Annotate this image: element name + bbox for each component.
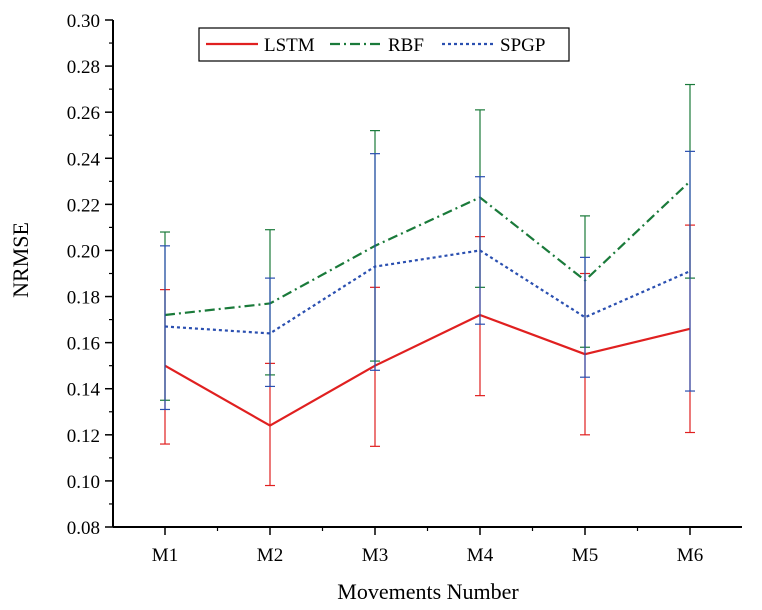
series-line [164,180,691,317]
x-tick-label: M3 [362,545,388,566]
y-axis-title: NRMSE [8,222,33,298]
x-axis-title: Movements Number [337,579,519,604]
y-tick-label: 0.28 [67,57,100,78]
axes-layer: 0.08 0.10 0.12 0.14 0.16 0.18 0.20 0.22 0.24 0.26… [67,11,742,566]
legend-label-spgp: SPGP [500,35,545,56]
y-tick-label: 0.20 [67,241,100,262]
series-spgp [160,150,695,411]
y-tick-label: 0.26 [67,103,100,124]
y-tick-label: 0.08 [67,518,100,539]
y-tick-label: 0.14 [67,380,101,401]
y-tick-label: 0.16 [67,334,100,355]
x-tick-label: M2 [257,545,283,566]
y-tick-label: 0.18 [67,288,100,309]
series-line [164,313,691,427]
y-tick-label: 0.12 [67,426,100,447]
series-lstm [160,224,695,487]
series-rbf [160,83,695,401]
y-tick-label: 0.30 [67,11,100,32]
legend: LSTM RBF SPGP [198,27,570,62]
x-tick-label: M4 [467,545,494,566]
y-tick-label: 0.24 [67,149,101,170]
y-tick-label: 0.10 [67,472,100,493]
legend-label-rbf: RBF [388,35,424,56]
series-line [164,249,691,335]
legend-label-lstm: LSTM [264,35,315,56]
series-layer [160,83,695,487]
x-tick-label: M5 [572,545,598,566]
y-tick-label: 0.22 [67,195,100,216]
legend-box [198,27,570,62]
x-tick-label: M6 [677,545,703,566]
x-tick-label: M1 [152,545,178,566]
